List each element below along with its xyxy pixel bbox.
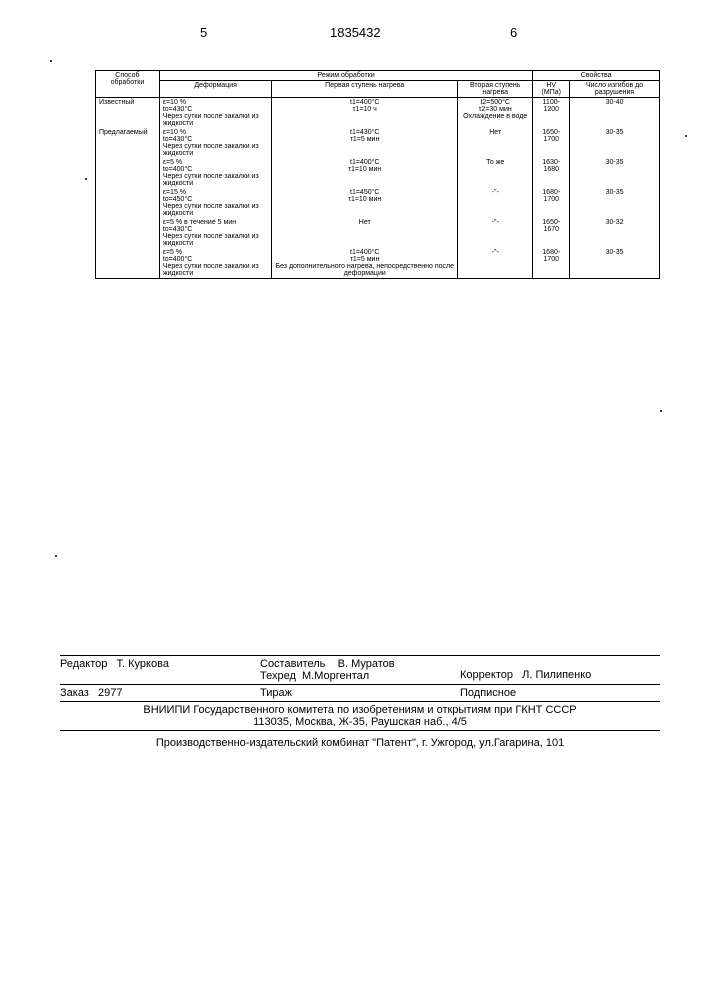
corrector-cell: Корректор Л. Пилипенко: [460, 658, 660, 682]
compiler-label: Составитель: [260, 658, 325, 670]
cell: t1=400°Cτ1=5 минБез дополнительного нагр…: [272, 248, 458, 279]
compiler-name: В. Муратов: [338, 658, 395, 670]
cell: 30-35: [570, 128, 660, 158]
col-deformation: Деформация: [159, 81, 272, 98]
cell: -"-: [458, 188, 533, 218]
cell: ε=15 %tо=450°CЧерез сутки после закалки …: [159, 188, 272, 218]
cell: [96, 218, 160, 248]
cell: То же: [458, 158, 533, 188]
order-num: 2977: [98, 687, 122, 699]
cell: t1=450°Cτ1=10 мин: [272, 188, 458, 218]
noise-dot: [660, 410, 662, 412]
cell: 1650-1670: [533, 218, 570, 248]
techred-label: Техред: [260, 670, 296, 682]
cell: t1=400°Cτ1=10 мин: [272, 158, 458, 188]
cell: 1100-1200: [533, 98, 570, 129]
org-line1: ВНИИПИ Государственного комитета по изоб…: [143, 704, 576, 716]
cell: 30-32: [570, 218, 660, 248]
cell: -"-: [458, 248, 533, 279]
cell: 1630-1680: [533, 158, 570, 188]
compiler-cell: Составитель В. Муратов Техред М.Моргента…: [260, 658, 460, 682]
footer-block: Редактор Т. Куркова Составитель В. Мурат…: [60, 655, 660, 751]
col-stage2: Вторая ступень нагрева: [458, 81, 533, 98]
cell: 1650-1700: [533, 128, 570, 158]
col-props: Свойства: [533, 71, 660, 81]
cell: ε=5 %tо=400°CЧерез сутки после закалки и…: [159, 248, 272, 279]
org-block: ВНИИПИ Государственного комитета по изоб…: [60, 702, 660, 731]
corrector-name: Л. Пилипенко: [522, 669, 591, 681]
col-regime: Режим обработки: [159, 71, 533, 81]
method-proposed: Предлагаемый: [96, 128, 160, 158]
cell: ε=5 % в течение 5 минtо=430°CЧерез сутки…: [159, 218, 272, 248]
plant-line: Производственно-издательский комбинат "П…: [60, 731, 660, 751]
page-number-right: 6: [510, 25, 517, 40]
subscription-cell: Подписное: [460, 687, 660, 699]
method-known: Известный: [96, 98, 160, 129]
col-method: Способ обработки: [96, 71, 160, 98]
editor-name: Т. Куркова: [117, 658, 169, 670]
cell: [96, 158, 160, 188]
editor-cell: Редактор Т. Куркова: [60, 658, 260, 682]
cell: t1=430°Cτ1=5 мин: [272, 128, 458, 158]
noise-dot: [55, 555, 57, 557]
circulation-cell: Тираж: [260, 687, 460, 699]
order-label: Заказ: [60, 687, 89, 699]
processing-table: Способ обработки Режим обработки Свойств…: [95, 70, 660, 279]
cell: [96, 248, 160, 279]
col-hv: HV (МПа): [533, 81, 570, 98]
cell: t2=500°Cτ2=30 минОхлаждение в воде: [458, 98, 533, 129]
org-line2: 113035, Москва, Ж-35, Раушская наб., 4/5: [253, 716, 467, 728]
cell: 30-35: [570, 158, 660, 188]
cell: Нет: [272, 218, 458, 248]
noise-dot: [685, 135, 687, 137]
noise-dot: [50, 60, 52, 62]
cell: Нет: [458, 128, 533, 158]
cell: ε=5 %tо=400°CЧерез сутки после закалки и…: [159, 158, 272, 188]
cell: t1=400°Cτ1=10 ч: [272, 98, 458, 129]
order-cell: Заказ 2977: [60, 687, 260, 699]
editor-label: Редактор: [60, 658, 107, 670]
page-number-left: 5: [200, 25, 207, 40]
cell: 30-35: [570, 248, 660, 279]
corrector-label: Корректор: [460, 669, 513, 681]
techred-name: М.Моргентал: [302, 670, 369, 682]
document-number: 1835432: [330, 25, 381, 40]
cell: 1680-1700: [533, 248, 570, 279]
page-header: 5 1835432 6: [0, 0, 707, 50]
cell: -"-: [458, 218, 533, 248]
cell: 30-40: [570, 98, 660, 129]
cell: 30-35: [570, 188, 660, 218]
cell: ε=10 %tо=430°CЧерез сутки после закалки …: [159, 98, 272, 129]
col-stage1: Первая ступень нагрева: [272, 81, 458, 98]
col-bends: Число изгибов до разрушения: [570, 81, 660, 98]
noise-dot: [85, 178, 87, 180]
cell: 1680-1700: [533, 188, 570, 218]
cell: [96, 188, 160, 218]
cell: ε=10 %tо=430°CЧерез сутки после закалки …: [159, 128, 272, 158]
